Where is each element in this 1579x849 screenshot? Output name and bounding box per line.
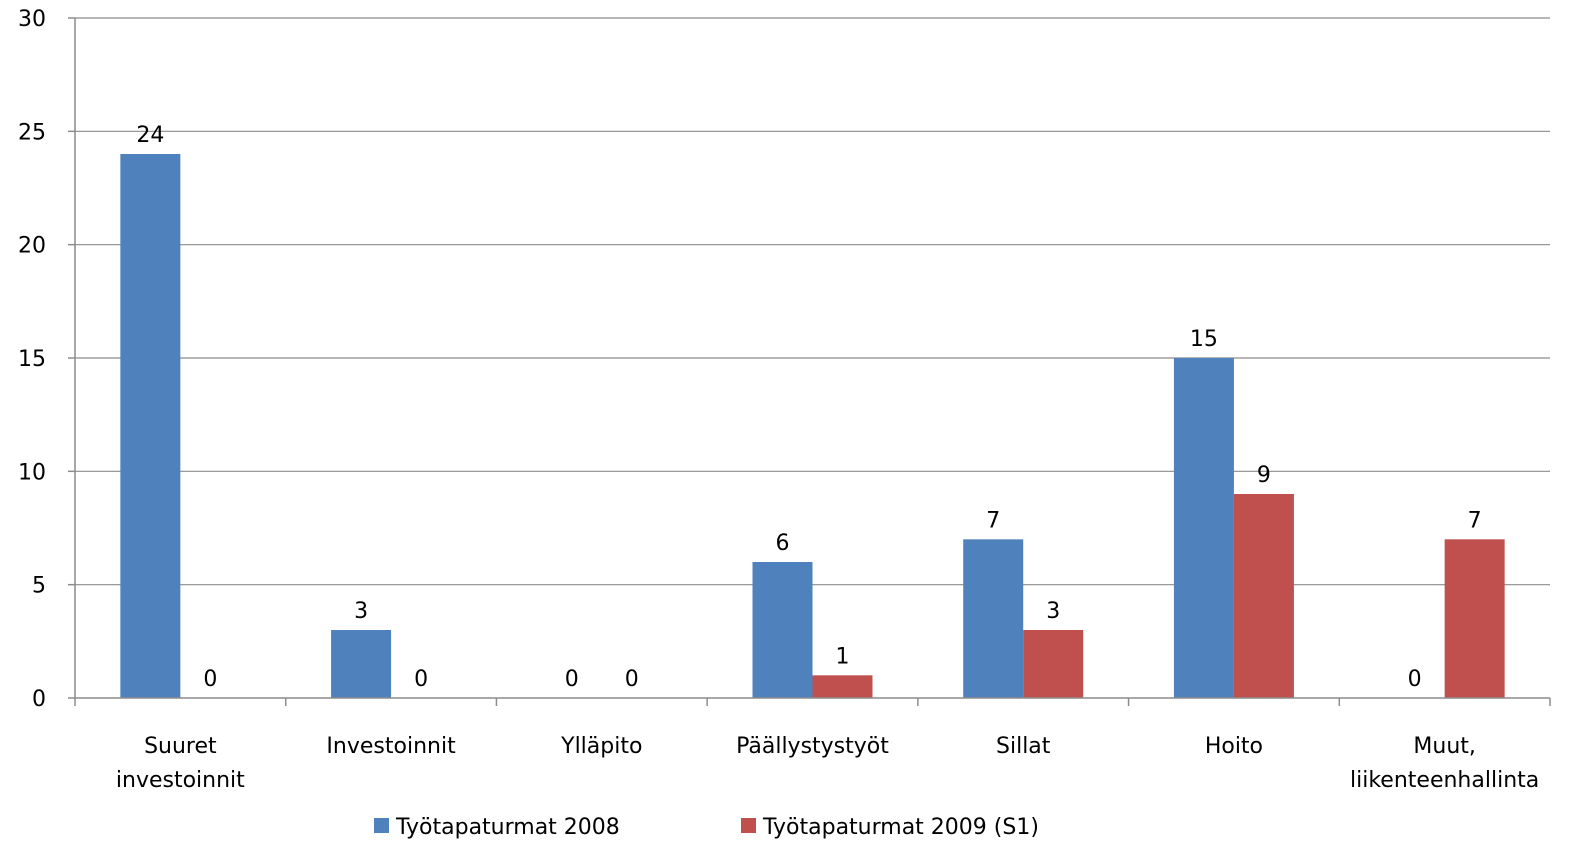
bars [120, 154, 1505, 698]
x-tick-label: Hoito [1205, 734, 1263, 759]
axes: 051015202530SuuretinvestoinnitInvestoinn… [18, 7, 1551, 793]
bar-series-1 [963, 539, 1024, 698]
bar-series-1 [752, 562, 813, 698]
legend-swatch [374, 818, 389, 833]
x-tick-label: Investoinnit [326, 734, 456, 759]
x-tick-label: Muut, [1413, 734, 1476, 759]
data-label: 0 [565, 667, 579, 692]
x-tick-label: investoinnit [116, 768, 245, 793]
bar-series-2 [1444, 539, 1505, 698]
x-tick-label: Suuret [144, 734, 217, 759]
x-tick-label: Sillat [996, 734, 1051, 759]
bar-series-2 [1023, 630, 1084, 698]
data-label: 24 [136, 123, 164, 148]
y-tick-label: 5 [32, 574, 46, 599]
y-tick-label: 30 [18, 7, 46, 32]
gridlines [75, 17, 1550, 586]
data-label: 0 [625, 667, 639, 692]
data-label: 1 [836, 644, 850, 669]
bar-series-2 [812, 675, 873, 698]
data-label: 6 [776, 531, 790, 556]
data-label: 9 [1257, 463, 1271, 488]
data-label: 3 [354, 599, 368, 624]
data-label: 0 [203, 667, 217, 692]
legend-label: Työtapaturmat 2009 (S1) [762, 815, 1039, 840]
bar-series-1 [120, 154, 181, 698]
data-label: 0 [1408, 667, 1422, 692]
bar-series-1 [1173, 358, 1234, 698]
data-label: 7 [1468, 508, 1482, 533]
y-tick-label: 25 [18, 120, 46, 145]
data-label: 7 [986, 508, 1000, 533]
y-tick-label: 15 [18, 347, 46, 372]
bar-series-1 [331, 630, 392, 698]
x-tick-label: Ylläpito [560, 734, 642, 759]
data-label: 3 [1046, 599, 1060, 624]
bar-series-2 [1233, 494, 1294, 698]
data-labels: 24 0 3 0 0 0 6 1 7 3 15 9 0 7 [136, 123, 1481, 692]
data-label: 0 [414, 667, 428, 692]
y-tick-label: 20 [18, 234, 46, 259]
legend-label: Työtapaturmat 2008 [395, 815, 620, 840]
legend: Työtapaturmat 2008 Työtapaturmat 2009 (S1… [374, 815, 1039, 840]
y-tick-label: 10 [18, 460, 46, 485]
x-tick-label: liikenteenhallinta [1350, 768, 1539, 793]
legend-swatch [741, 818, 756, 833]
y-tick-label: 0 [32, 687, 46, 712]
data-label: 15 [1190, 327, 1218, 352]
x-tick-label: Päällystystyöt [736, 734, 889, 759]
